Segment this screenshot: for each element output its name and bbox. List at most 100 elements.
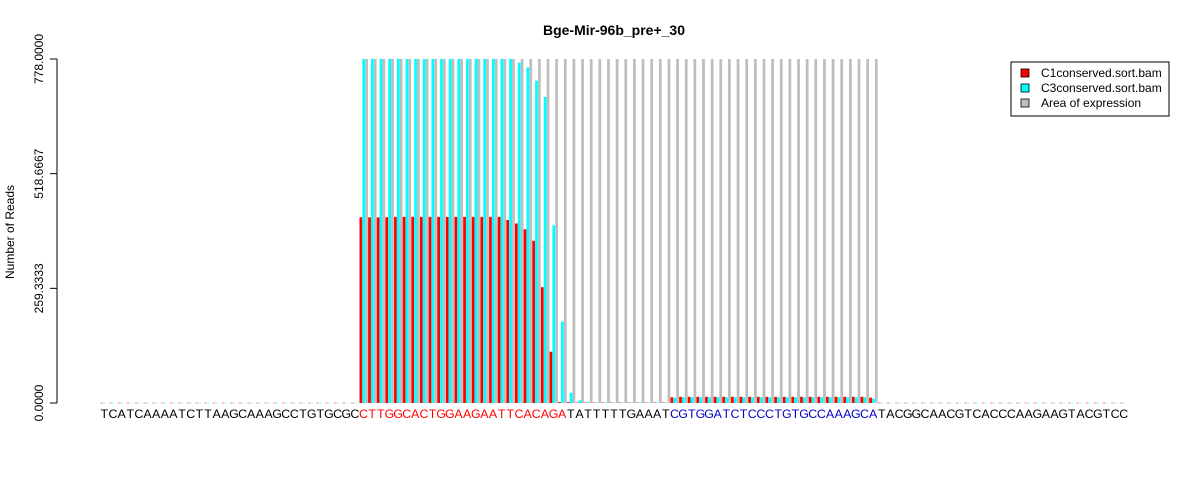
sequence-nucleotide: A [636, 407, 645, 421]
legend-box [1010, 61, 1170, 117]
y-tick-label: 259.3333 [32, 263, 46, 313]
c1-bar [540, 287, 544, 403]
area-bar [779, 59, 783, 403]
sequence-nucleotide: A [843, 407, 852, 421]
c3-bar [586, 402, 590, 403]
sequence-nucleotide: C [359, 407, 368, 421]
sequence-nucleotide: A [1050, 407, 1059, 421]
area-bar [831, 59, 835, 403]
sequence-nucleotide: A [489, 407, 498, 421]
c1-bar [869, 397, 872, 403]
sequence-nucleotide: C [1119, 407, 1128, 421]
area-of-expression-bars [365, 59, 878, 403]
sequence-nucleotide: G [229, 407, 239, 421]
area-bar [702, 59, 705, 403]
sequence-nucleotide: C [748, 407, 757, 421]
area-bar [624, 59, 628, 403]
sequence-nucleotide: A [886, 407, 895, 421]
area-bar [598, 59, 602, 403]
sequence-nucleotide: A [938, 407, 947, 421]
sequence-nucleotide: C [238, 407, 247, 421]
c1-bar [800, 396, 803, 403]
area-bar [537, 59, 541, 403]
c1-bar [471, 216, 475, 403]
sequence-nucleotide: G [696, 407, 706, 421]
c3-bar [396, 59, 400, 403]
sequence-nucleotide: C [333, 407, 342, 421]
sequence-nucleotide: C [186, 407, 195, 421]
sequence-nucleotide: A [523, 407, 532, 421]
c3-bar [707, 397, 711, 403]
area-bar [857, 59, 861, 403]
sequence-nucleotide: G [324, 407, 334, 421]
area-bar [581, 59, 584, 403]
c3-bar [768, 397, 772, 403]
c3-bar [569, 392, 573, 403]
c1-bar [748, 396, 751, 403]
area-bar [486, 59, 489, 403]
c1-bar [679, 396, 682, 403]
c3-bar [811, 397, 815, 403]
c3-bar [846, 397, 849, 403]
sequence-nucleotide: A [653, 407, 662, 421]
c3-bar [699, 397, 703, 403]
c3-bar [837, 397, 841, 403]
c3-bar [500, 59, 504, 403]
c1-bar [394, 216, 397, 403]
c3-bar [681, 397, 685, 403]
sequence-nucleotide: A [1042, 407, 1051, 421]
c1-bar [670, 397, 674, 403]
area-bar [762, 59, 766, 403]
legend-swatch-c1 [1020, 68, 1030, 78]
c3-bar [457, 59, 461, 403]
area-bar [572, 59, 576, 403]
c1-bar [558, 402, 561, 403]
c3-bar [690, 397, 694, 403]
sequence-axis: T C A T C A A A A T C T T A A G C A A A G C C T G T G C G C C T T GG C A C T G… [101, 407, 1129, 421]
area-bar [633, 59, 636, 403]
sequence-nucleotide: T [878, 407, 886, 421]
sequence-nucleotide: C [1085, 407, 1094, 421]
c3-bar [578, 400, 582, 403]
y-tick-label: 778.0000 [32, 34, 46, 84]
area-bar [805, 59, 809, 403]
area-bar [823, 59, 826, 403]
area-bar [684, 59, 688, 403]
area-bar [866, 59, 870, 403]
sequence-nucleotide: A [1025, 407, 1034, 421]
sequence-nucleotide: T [498, 407, 506, 421]
c1-bar [739, 396, 743, 403]
c3-bar [552, 225, 556, 403]
sequence-nucleotide: C [895, 407, 904, 421]
c1-bar [808, 396, 812, 403]
area-bar [520, 59, 524, 403]
sequence-nucleotide: C [817, 407, 826, 421]
c3-bar [561, 321, 564, 403]
c3-bar [388, 59, 392, 403]
area-bar [736, 59, 740, 403]
c3-bar [725, 397, 728, 403]
area-bar [425, 59, 429, 403]
sequence-nucleotide: G [782, 407, 792, 421]
sequence-nucleotide: T [602, 407, 610, 421]
sequence-nucleotide: T [774, 407, 782, 421]
sequence-nucleotide: T [317, 407, 325, 421]
sequence-nucleotide: T [178, 407, 186, 421]
sequence-nucleotide: A [714, 407, 723, 421]
sequence-nucleotide: A [463, 407, 472, 421]
area-bar [373, 59, 377, 403]
c3-bar [370, 59, 374, 403]
sequence-nucleotide: C [946, 407, 955, 421]
c3-bar [742, 397, 746, 403]
sequence-nucleotide: A [143, 407, 152, 421]
c1-bar [506, 219, 510, 403]
c1-bar [834, 396, 838, 403]
area-bar [563, 59, 567, 403]
c3-bar [785, 397, 789, 403]
sequence-nucleotide: A [454, 407, 463, 421]
c3-bar [673, 397, 677, 403]
area-bar [615, 59, 619, 403]
c1-bar [497, 216, 501, 403]
c3-bar [431, 59, 435, 403]
